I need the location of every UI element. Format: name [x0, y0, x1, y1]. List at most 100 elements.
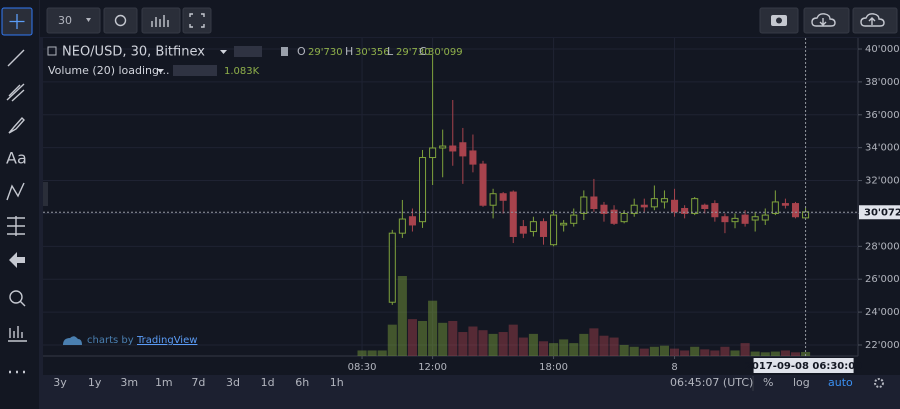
candle-body	[539, 221, 548, 237]
plot	[43, 38, 858, 356]
volume-bar	[639, 348, 649, 356]
symbol-menu[interactable]	[220, 50, 227, 54]
gear-icon	[114, 14, 127, 27]
crosshair-icon	[9, 14, 25, 29]
bottom-bar	[43, 375, 900, 409]
candle-body	[419, 157, 427, 223]
pattern-tool[interactable]	[6, 182, 25, 201]
log-toggle[interactable]: log	[793, 376, 810, 389]
y-tick-label: 22'000	[865, 340, 900, 351]
volume-bar	[770, 351, 780, 356]
volume-actions[interactable]	[173, 65, 217, 76]
measure-tool[interactable]	[8, 326, 27, 342]
volume-bar	[448, 320, 458, 356]
collapse-legend[interactable]	[47, 46, 57, 56]
y-tick-label: 26'000	[865, 274, 900, 285]
candle-body	[459, 142, 467, 157]
range-button[interactable]: 3y	[53, 376, 67, 389]
candle-body	[711, 203, 719, 218]
symbol-title: NEO/USD, 30, Bitfinex	[62, 45, 205, 60]
volume-bar	[559, 339, 569, 356]
y-tick-label: 40'000	[865, 44, 900, 55]
range-button[interactable]: 3m	[120, 376, 138, 389]
range-buttons: 3y 1y 3m 1m 7d 3d 1d 6h 1h	[53, 376, 344, 389]
candle-body	[671, 199, 679, 213]
low-value: 29'730	[396, 47, 431, 58]
fib-tool[interactable]	[7, 216, 25, 236]
watermark-logo	[63, 336, 82, 345]
volume-bar	[518, 337, 528, 356]
volume-bar	[690, 346, 700, 356]
fullscreen-button[interactable]	[182, 7, 212, 34]
brush-tool[interactable]	[8, 116, 25, 134]
open-value: 29'730	[308, 47, 343, 58]
back-tool[interactable]	[9, 252, 25, 268]
y-tick-label: 28'000	[865, 241, 900, 252]
y-tick-label: 32'000	[865, 176, 900, 187]
volume-bar	[599, 335, 609, 356]
range-button[interactable]: 3d	[226, 376, 240, 389]
volume-bar	[498, 332, 508, 356]
collapse-handle[interactable]	[43, 182, 48, 206]
range-button[interactable]: 7d	[191, 376, 205, 389]
settings-gear[interactable]	[874, 378, 884, 388]
volume-bar	[780, 350, 790, 356]
percent-toggle[interactable]: %	[763, 376, 773, 389]
candle-body	[529, 221, 537, 233]
x-tick-label: 8	[671, 362, 677, 373]
volume-bar	[549, 343, 559, 356]
candle-body	[600, 204, 608, 214]
zoom-tool[interactable]	[9, 290, 23, 304]
volume-bar	[609, 337, 619, 356]
price-marker-label: 30'072	[864, 207, 900, 218]
trendline-tool[interactable]	[7, 49, 25, 67]
range-button[interactable]: 6h	[295, 376, 309, 389]
camera-lens	[776, 17, 782, 24]
candle-body	[681, 208, 689, 214]
text-tool[interactable]: Aa	[6, 149, 27, 168]
x-tick-label: 18:00	[539, 362, 568, 373]
x-tick-label: 12:00	[418, 362, 447, 373]
volume-bar	[670, 348, 680, 356]
auto-toggle[interactable]: auto	[828, 376, 853, 389]
candle-body	[519, 226, 527, 234]
volume-bar	[417, 320, 428, 356]
price-marker	[859, 205, 900, 220]
volume-bar	[720, 346, 730, 356]
load-button[interactable]	[803, 7, 850, 34]
volume-bar	[488, 333, 498, 356]
range-button[interactable]: 1d	[261, 376, 275, 389]
candle-body	[469, 150, 477, 165]
volume-bar	[478, 330, 488, 356]
volume-bar	[740, 343, 750, 356]
candle-body	[570, 214, 578, 224]
candle-body	[721, 216, 729, 223]
candle-body	[691, 198, 699, 214]
candle-body	[791, 203, 800, 218]
range-button[interactable]: 1m	[155, 376, 173, 389]
close-label: C	[419, 45, 427, 58]
high-label: H	[345, 45, 353, 58]
left-toolbar	[0, 0, 39, 409]
volume-bar	[579, 333, 589, 356]
settings-button[interactable]	[103, 7, 138, 34]
candle-body	[489, 193, 497, 206]
plot-area	[43, 38, 858, 356]
pitchfork-tool[interactable]	[6, 83, 25, 102]
clock: 06:45:07 (UTC)	[670, 376, 753, 389]
volume-bar	[458, 332, 468, 356]
watermark-brand[interactable]: TradingView	[136, 335, 197, 346]
interval-button[interactable]	[46, 7, 101, 34]
candle-body	[620, 212, 628, 223]
volume-menu[interactable]	[157, 69, 164, 73]
time-axis	[43, 356, 900, 375]
volume-bar	[750, 351, 760, 356]
candle-body	[449, 145, 457, 152]
fullscreen-icon	[189, 13, 205, 28]
symbol-actions[interactable]	[234, 46, 262, 57]
range-button[interactable]: 1h	[330, 376, 344, 389]
volume-bar	[528, 333, 538, 356]
volume-bar	[710, 350, 720, 356]
range-button[interactable]: 1y	[88, 376, 102, 389]
indicators-button[interactable]	[141, 7, 181, 34]
